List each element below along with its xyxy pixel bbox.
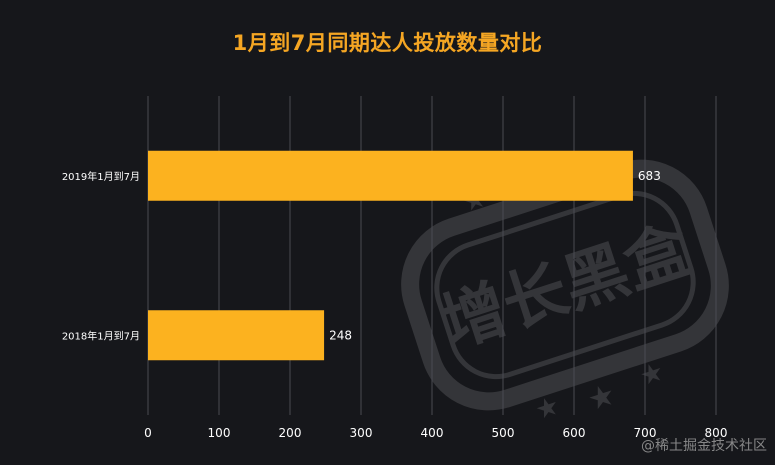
x-tick-label: 100	[208, 426, 231, 440]
category-label: 2019年1月到7月	[62, 170, 140, 183]
x-tick-label: 400	[421, 426, 444, 440]
svg-text:★: ★	[583, 377, 619, 419]
bar	[148, 310, 325, 361]
x-tick-label: 200	[279, 426, 302, 440]
data-label: 683	[638, 169, 661, 183]
x-tick-label: 0	[144, 426, 152, 440]
category-label: 2018年1月到7月	[62, 329, 140, 342]
bar	[148, 150, 633, 201]
x-tick-label: 700	[634, 426, 657, 440]
x-tick-label: 300	[350, 426, 373, 440]
svg-text:★: ★	[636, 357, 667, 393]
x-tick-label: 600	[563, 426, 586, 440]
juejin-credit-watermark: @稀土掘金技术社区	[641, 438, 767, 454]
svg-text:★: ★	[532, 391, 563, 427]
x-tick-label: 800	[705, 426, 728, 440]
chart-title: 1月到7月同期达人投放数量对比	[232, 31, 543, 55]
data-label: 248	[329, 328, 352, 342]
x-tick-label: 500	[492, 426, 515, 440]
